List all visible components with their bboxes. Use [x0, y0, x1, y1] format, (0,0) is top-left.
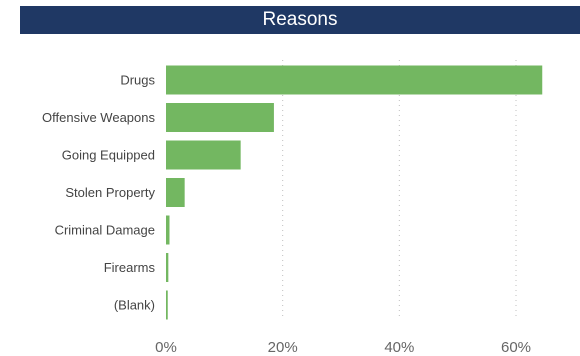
x-tick-label: 0%: [155, 339, 177, 356]
category-label: Firearms: [104, 260, 156, 275]
bar[interactable]: [166, 178, 185, 207]
category-label: Offensive Weapons: [42, 110, 155, 125]
category-label: Going Equipped: [62, 148, 155, 163]
category-label: Stolen Property: [65, 185, 155, 200]
x-tick-label: 40%: [384, 339, 414, 356]
bar[interactable]: [166, 290, 168, 320]
category-label: Drugs: [120, 73, 155, 88]
category-label: (Blank): [114, 298, 155, 313]
x-tick-label: 60%: [501, 339, 531, 356]
bar[interactable]: [166, 253, 169, 282]
chart-title: Reasons: [262, 9, 338, 30]
x-tick-label: 20%: [268, 339, 298, 356]
bar[interactable]: [166, 140, 241, 170]
bar[interactable]: [166, 65, 543, 95]
chart-title-bar: Reasons: [20, 6, 580, 34]
category-label: Criminal Damage: [55, 223, 155, 238]
bar[interactable]: [166, 103, 274, 132]
bar[interactable]: [166, 215, 170, 245]
